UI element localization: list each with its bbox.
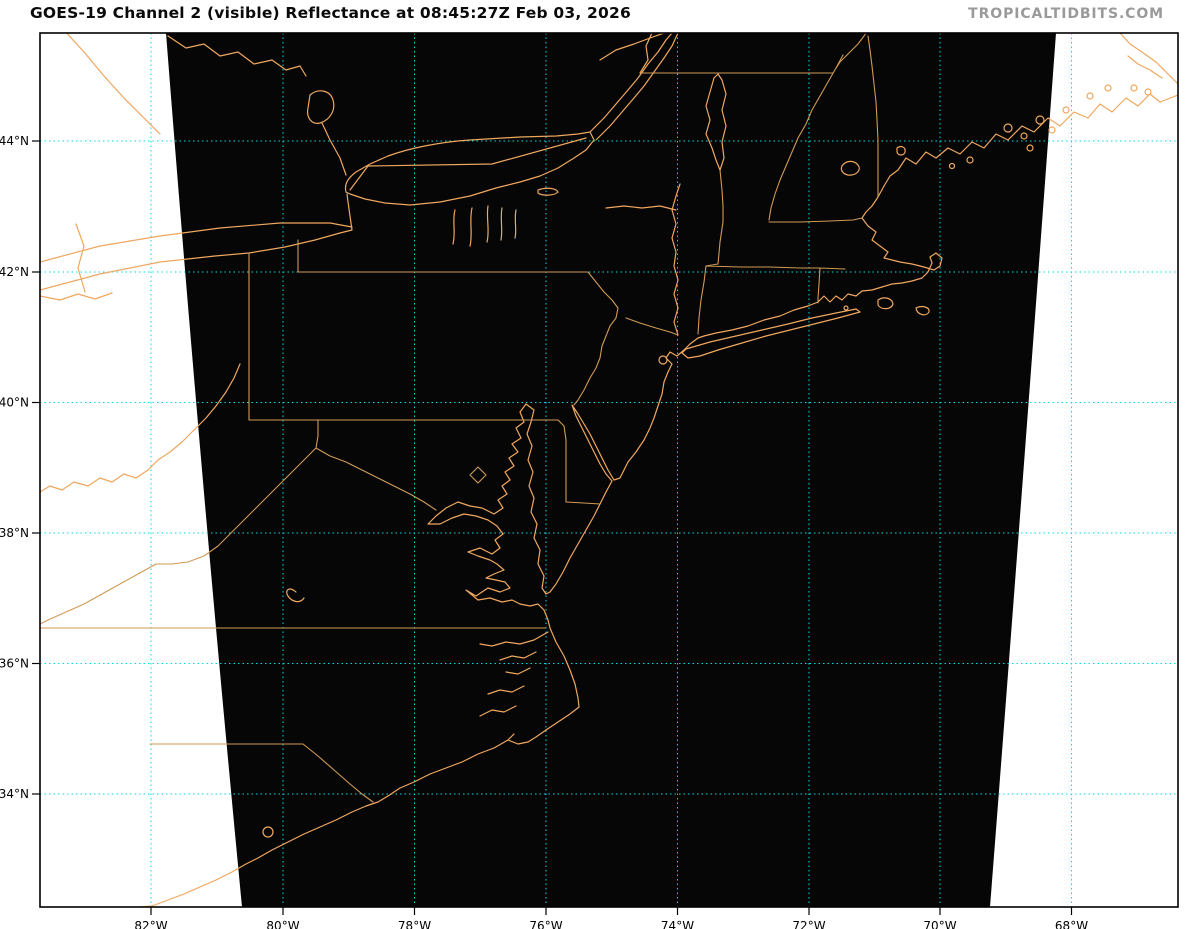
lat-tick-label: 42°N — [0, 265, 29, 279]
gridlines — [40, 33, 1178, 907]
page-title: GOES-19 Channel 2 (visible) Reflectance … — [30, 4, 632, 22]
state-border-path — [40, 33, 879, 803]
lakes-rivers-path — [40, 33, 1178, 603]
lat-tick-label: 40°N — [0, 396, 29, 410]
coastline-path — [139, 93, 1178, 907]
lon-tick-label: 70°W — [923, 919, 956, 929]
lon-tick-label: 80°W — [266, 919, 299, 929]
plot-border — [39, 32, 1179, 908]
lon-tick-label: 68°W — [1055, 919, 1088, 929]
axes: 44°N 42°N 40°N 38°N 36°N 34°N 82°W 80°W 78°W 76°W… — [0, 134, 1088, 929]
long-island-path — [681, 308, 861, 359]
lon-tick-label: 78°W — [398, 919, 431, 929]
lon-tick-label: 82°W — [134, 919, 167, 929]
lon-tick-label: 76°W — [529, 919, 562, 929]
lat-tick-label: 38°N — [0, 526, 29, 540]
satellite-swath — [166, 33, 1056, 907]
site-watermark: TROPICALTIDBITS.COM — [968, 6, 1164, 22]
islands-group — [262, 84, 1152, 838]
lat-tick-label: 34°N — [0, 787, 29, 801]
lon-tick-label: 72°W — [792, 919, 825, 929]
lat-tick-label: 36°N — [0, 657, 29, 671]
map-outlines — [40, 33, 1178, 907]
lon-tick-label: 74°W — [661, 919, 694, 929]
lat-tick-label: 44°N — [0, 134, 29, 148]
